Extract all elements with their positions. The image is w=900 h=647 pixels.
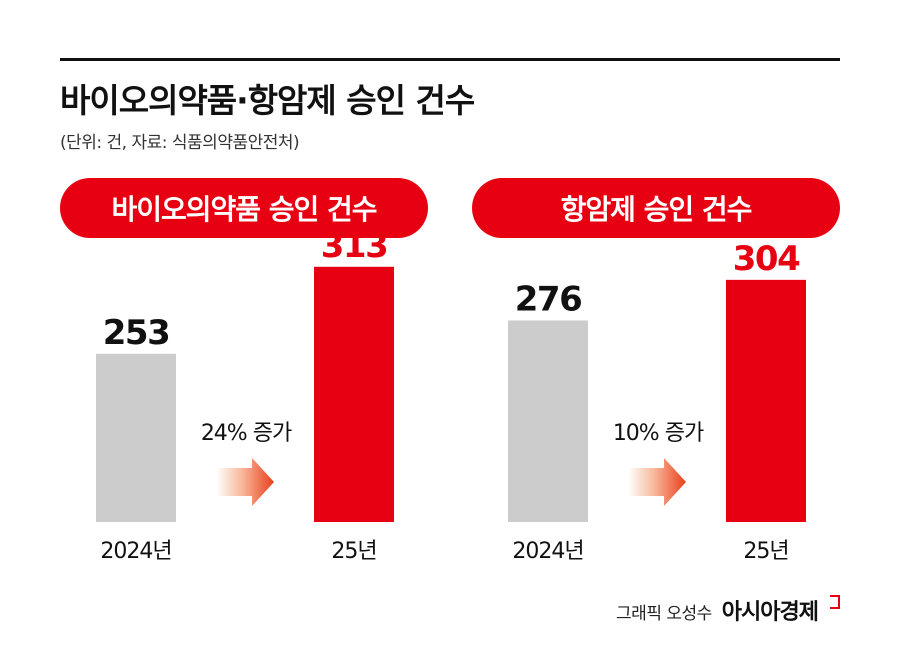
value-label-biopharma-current: 313 [321, 226, 387, 266]
bar-biopharma-prior [96, 353, 176, 522]
bar-biopharma-current [314, 266, 394, 522]
brand-mark-icon [830, 595, 840, 609]
category-label-biopharma-current: 25년 [331, 539, 376, 564]
change-label-biopharma: 24% 증가 [201, 421, 292, 446]
category-label-biopharma-prior: 2024년 [100, 539, 171, 564]
chart-title: 바이오의약품·항암제 승인 건수 [60, 81, 475, 120]
category-label-anticancer-current: 25년 [743, 539, 788, 564]
value-label-anticancer-current: 304 [733, 239, 800, 279]
change-label-anticancer: 10% 증가 [613, 421, 704, 446]
increase-arrow-icon [628, 458, 686, 506]
credit: 그래픽 오성수 아시아경제 [616, 594, 840, 626]
value-label-anticancer-prior: 276 [515, 279, 581, 319]
category-label-anticancer-prior: 2024년 [512, 539, 583, 564]
value-label-biopharma-prior: 253 [103, 313, 169, 353]
brand-logo: 아시아경제 [721, 600, 819, 625]
bar-anticancer-prior [508, 320, 588, 522]
top-rule [60, 58, 840, 61]
chart-subtitle: (단위: 건, 자료: 식품의약품안전처) [60, 133, 300, 153]
panel-title-anticancer: 항암제 승인 건수 [472, 178, 840, 238]
credit-byline: 그래픽 오성수 [616, 604, 712, 624]
increase-arrow-icon [216, 458, 274, 506]
bar-anticancer-current [726, 279, 806, 522]
panel-title-biopharma: 바이오의약품 승인 건수 [60, 178, 428, 238]
